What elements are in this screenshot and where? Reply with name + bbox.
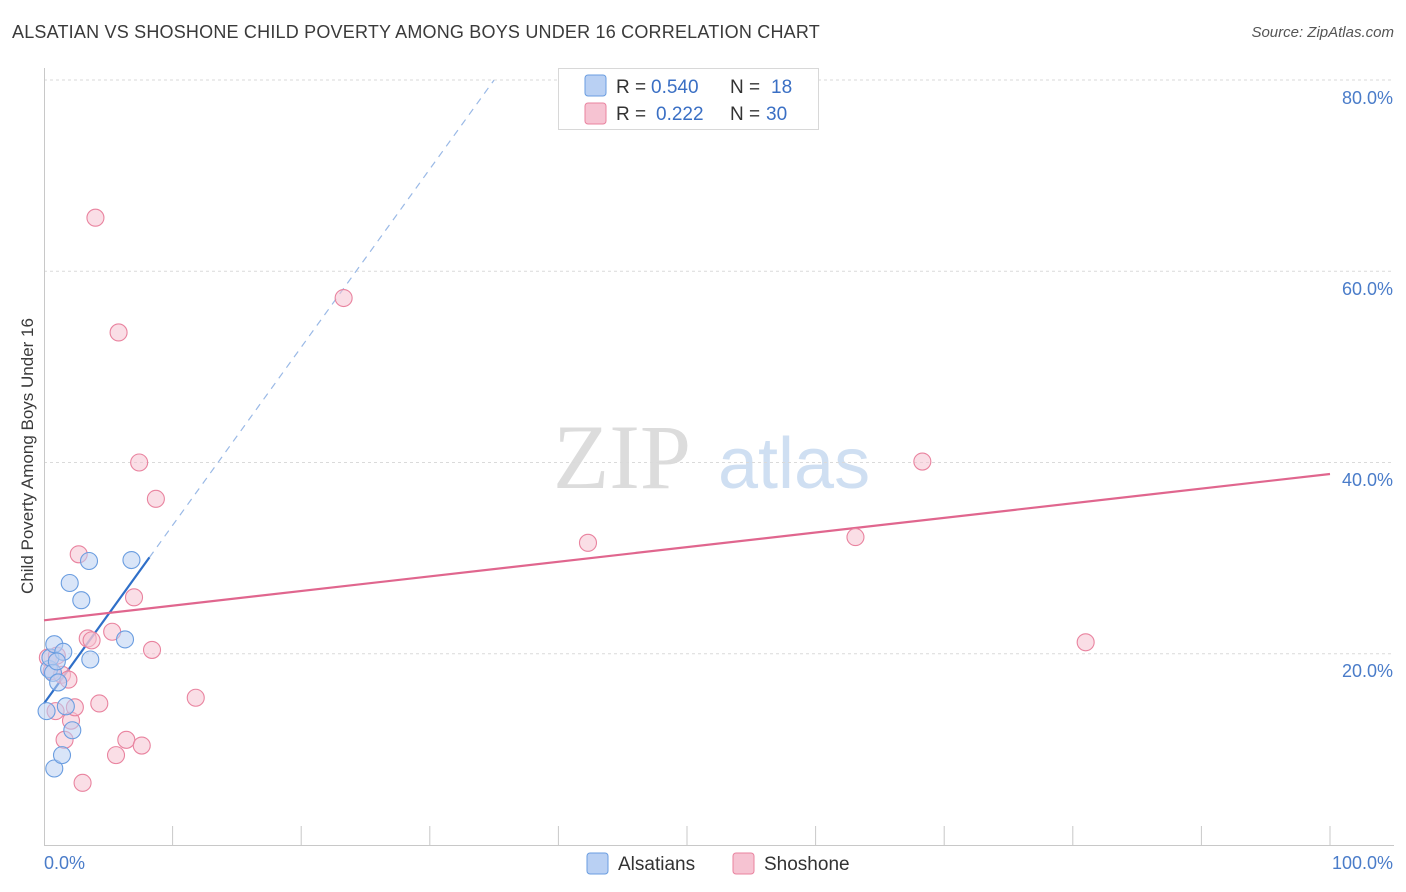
series-legend-label-shoshone: Shoshone <box>764 854 850 875</box>
source-label: Source: ZipAtlas.com <box>1251 24 1394 41</box>
point-shoshone <box>130 453 149 472</box>
point-alsatians <box>122 550 141 570</box>
y-tick-label-80: 80.0% <box>1342 88 1393 108</box>
point-alsatians <box>47 652 66 671</box>
trend-lines <box>43 79 1331 705</box>
point-alsatians <box>79 551 99 571</box>
point-alsatians <box>56 697 75 716</box>
series-legend: Alsatians Shoshone <box>586 852 850 875</box>
point-alsatians <box>49 673 68 692</box>
point-shoshone <box>578 533 598 552</box>
y-tick-label-60: 60.0% <box>1342 279 1393 299</box>
x-tick-label-max: 100.0% <box>1332 853 1393 873</box>
point-alsatians <box>115 630 135 649</box>
x-ticks <box>172 826 1331 845</box>
data-points <box>37 208 1095 792</box>
point-shoshone <box>846 528 865 547</box>
point-shoshone <box>913 452 932 471</box>
point-shoshone <box>142 640 162 659</box>
watermark-zip: ZIP <box>553 406 691 508</box>
point-shoshone <box>146 489 165 508</box>
legend-r-value: 0.222 <box>656 104 704 125</box>
point-shoshone <box>132 736 151 755</box>
legend-r-label: R = <box>616 77 646 98</box>
point-shoshone <box>1076 633 1095 652</box>
legend-swatch-shoshone <box>584 102 607 125</box>
point-shoshone <box>82 631 101 650</box>
point-alsatians <box>60 573 79 593</box>
legend-r-label: R = <box>616 104 646 125</box>
trend-line-shoshone <box>43 472 1331 622</box>
y-tick-label-20: 20.0% <box>1342 661 1393 681</box>
legend-swatch-alsatians <box>584 74 607 97</box>
y-tick-label-40: 40.0% <box>1342 470 1393 490</box>
point-shoshone <box>186 688 205 707</box>
x-tick-label-min: 0.0% <box>44 853 85 873</box>
point-alsatians <box>63 721 82 740</box>
legend-n-label: N = <box>730 77 760 98</box>
point-shoshone <box>109 323 128 342</box>
point-alsatians <box>81 650 100 669</box>
point-shoshone <box>90 694 109 713</box>
gridlines <box>44 79 1394 655</box>
series-legend-label-alsatians: Alsatians <box>618 854 695 875</box>
point-shoshone <box>73 773 92 792</box>
legend-box: R = 0.540 N = 18 R = 0.222 N = 30 <box>558 68 819 130</box>
trend-line-alsatians-extrapolated <box>148 79 495 558</box>
point-alsatians <box>45 759 64 778</box>
point-alsatians <box>72 591 91 610</box>
legend-n-label: N = <box>730 104 760 125</box>
legend-r-value: 0.540 <box>651 77 699 98</box>
y-axis-label: Child Poverty Among Boys Under 16 <box>18 318 37 594</box>
point-shoshone <box>117 730 136 749</box>
point-alsatians <box>52 746 72 765</box>
point-shoshone <box>106 746 126 765</box>
chart-title: ALSATIAN VS SHOSHONE CHILD POVERTY AMONG… <box>12 22 820 42</box>
legend-n-value: 18 <box>771 77 792 98</box>
series-legend-swatch-alsatians <box>586 852 609 875</box>
point-shoshone <box>334 288 353 308</box>
point-alsatians <box>37 702 56 721</box>
watermark-atlas: atlas <box>718 424 870 504</box>
series-legend-swatch-shoshone <box>732 852 755 875</box>
legend-n-value: 30 <box>766 104 787 125</box>
point-shoshone <box>124 588 144 607</box>
point-shoshone <box>86 208 105 227</box>
